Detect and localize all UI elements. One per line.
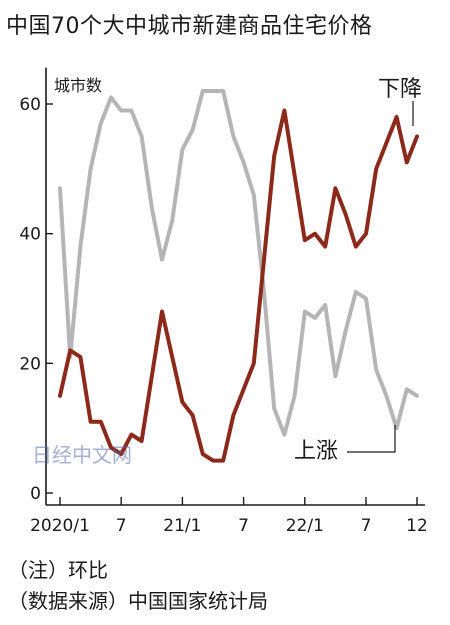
- chart-title: 中国70个大中城市新建商品住宅价格: [6, 14, 373, 39]
- watermark: 日经中文网: [32, 443, 132, 467]
- x-tick-label: 12: [406, 516, 428, 536]
- x-tick-label: 7: [238, 516, 249, 536]
- series-line-up: [58, 89, 419, 437]
- y-tick-label: 0: [30, 484, 41, 504]
- y-tick-label: 20: [19, 354, 41, 374]
- y-tick-label: 40: [19, 225, 41, 245]
- x-tick-label: 2020/1: [30, 516, 90, 536]
- chart-axes: 0 20 40 60 2020/1 7 21/1 7 22/1 7 12: [19, 67, 428, 536]
- x-tick-label: 7: [116, 516, 127, 536]
- series-label-down: 下降: [378, 77, 422, 102]
- series-line-down: [58, 108, 419, 463]
- x-tick-label: 7: [361, 516, 372, 536]
- series-label-up: 上涨: [294, 439, 338, 464]
- up-label-leader: [347, 425, 396, 453]
- y-tick-label: 60: [19, 95, 41, 115]
- x-tick-label: 22/1: [286, 516, 324, 536]
- note-text: （注）环比: [8, 558, 108, 582]
- x-tick-label: 21/1: [163, 516, 201, 536]
- series-layer: [58, 89, 419, 463]
- source-text: （数据来源）中国国家统计局: [8, 589, 268, 613]
- y-axis-label: 城市数: [54, 76, 102, 95]
